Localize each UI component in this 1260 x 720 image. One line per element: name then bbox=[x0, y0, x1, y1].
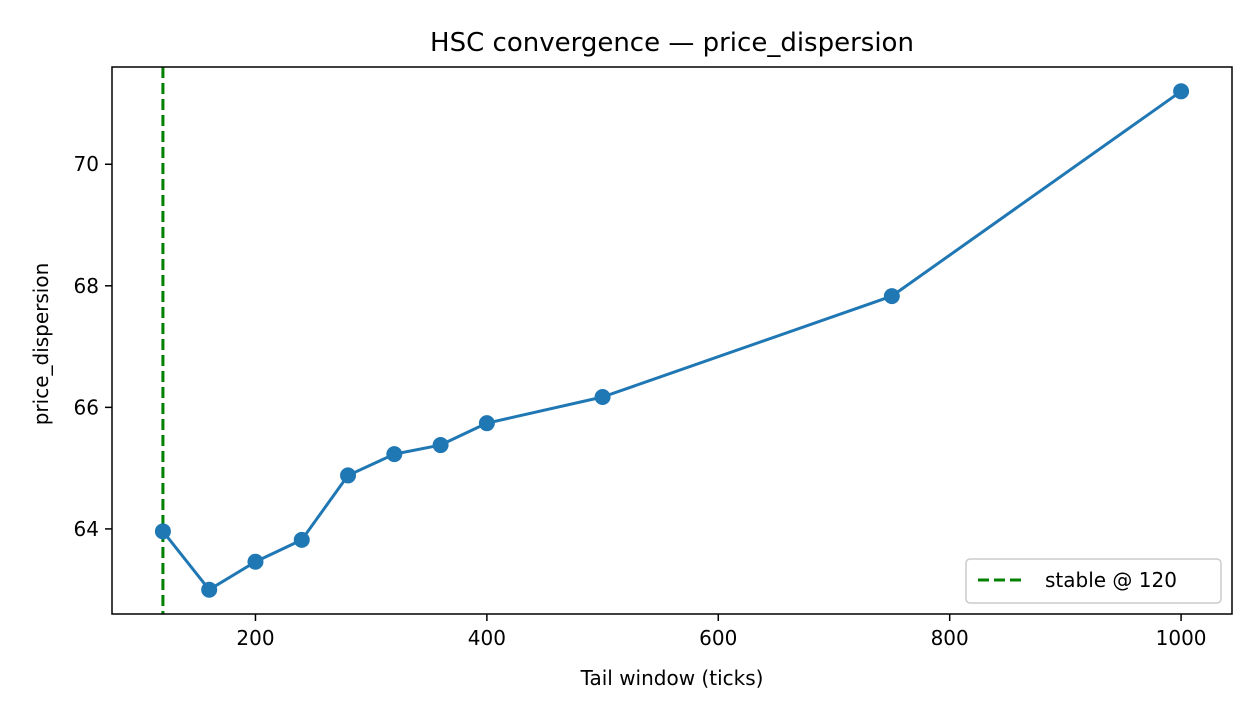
x-tick-label: 200 bbox=[236, 626, 274, 650]
data-point bbox=[883, 288, 900, 305]
data-point bbox=[1173, 83, 1190, 100]
x-tick-label: 600 bbox=[699, 626, 737, 650]
data-point bbox=[293, 531, 310, 548]
plot-area: 200 400 600 800 1000 64 66 68 70 bbox=[74, 66, 1233, 650]
y-tick-label: 70 bbox=[74, 152, 99, 176]
legend-label: stable @ 120 bbox=[1045, 568, 1177, 592]
data-point bbox=[594, 389, 611, 406]
data-point bbox=[154, 523, 171, 540]
data-point bbox=[386, 446, 403, 463]
legend-box bbox=[965, 558, 1222, 604]
y-axis-title: price_dispersion bbox=[29, 263, 53, 426]
x-tick-label: 400 bbox=[468, 626, 506, 650]
y-tick-label: 68 bbox=[74, 274, 99, 298]
data-point bbox=[478, 415, 495, 432]
axes-frame bbox=[111, 66, 1233, 615]
x-tick-label: 1000 bbox=[1156, 626, 1207, 650]
chart-title: HSC convergence — price_dispersion bbox=[430, 28, 914, 58]
x-axis-title: Tail window (ticks) bbox=[580, 666, 764, 690]
y-tick-label: 64 bbox=[74, 517, 99, 541]
data-point bbox=[201, 581, 218, 598]
data-point bbox=[340, 467, 357, 484]
data-point bbox=[247, 553, 264, 570]
data-point bbox=[432, 437, 449, 454]
legend: stable @ 120 bbox=[965, 558, 1222, 604]
x-tick-label: 800 bbox=[931, 626, 969, 650]
y-tick-label: 66 bbox=[74, 395, 99, 419]
